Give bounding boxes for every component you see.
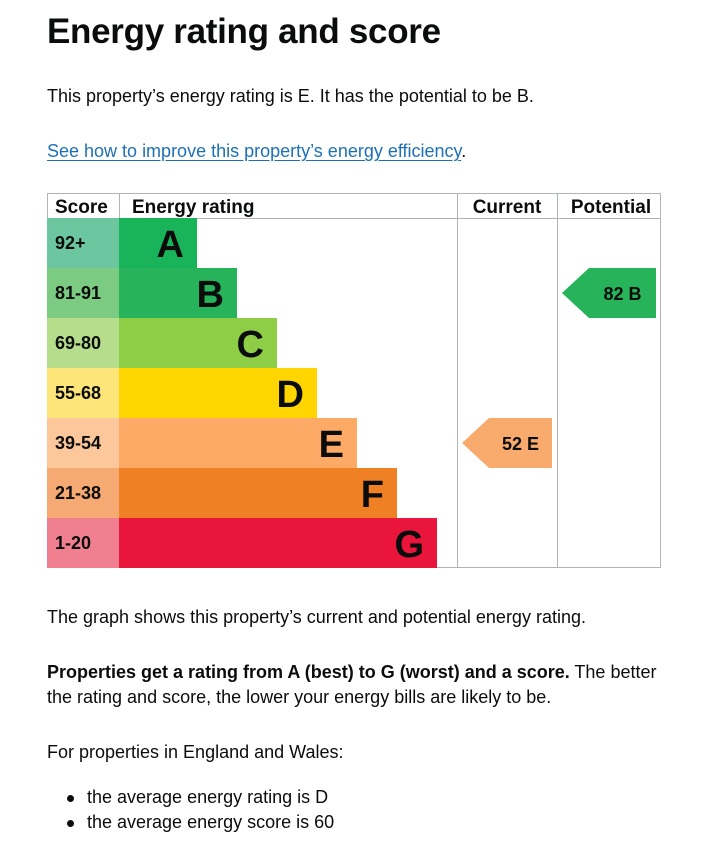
rating-bar-d — [119, 368, 317, 418]
score-column-header: Score — [55, 197, 108, 218]
rating-arrows: 52 E 82 B — [462, 268, 656, 468]
current-rating-label: 52 E — [502, 434, 539, 454]
rating-bar-f — [119, 468, 397, 518]
rating-bar-g — [119, 518, 437, 568]
score-cell-d — [47, 368, 119, 418]
rating-letter-c: C — [237, 324, 264, 366]
rating-bar-e — [119, 418, 357, 468]
improve-energy-efficiency-link[interactable]: See how to improve this property’s energ… — [47, 141, 462, 161]
current-rating-arrow — [462, 418, 552, 468]
score-range-a: 92+ — [55, 233, 86, 253]
score-range-b: 81-91 — [55, 283, 101, 303]
rating-explanation: Properties get a rating from A (best) to… — [47, 660, 677, 710]
potential-rating-label: 82 B — [603, 284, 641, 304]
potential-column-header: Potential — [571, 197, 651, 218]
graph-caption: The graph shows this property’s current … — [47, 607, 586, 627]
page-title: Energy rating and score — [47, 12, 441, 51]
rating-letter-d: D — [277, 374, 304, 416]
rating-bar-b — [119, 268, 237, 318]
energy-rating-column-header: Energy rating — [132, 197, 254, 218]
rating-bands: 92+ A 81-91 B 69-80 C 55-68 D 39-54 E 21-38 F 1-20 G — [47, 218, 437, 568]
current-column-header: Current — [473, 197, 542, 218]
average-rating-item: the average energy rating is D — [47, 785, 334, 810]
potential-rating-arrow — [562, 268, 656, 318]
rating-letter-b: B — [197, 274, 224, 316]
score-cell-g — [47, 518, 119, 568]
score-cell-b — [47, 268, 119, 318]
score-cell-f — [47, 468, 119, 518]
energy-rating-chart: 92+ A81-91 B69-80 C55-68 D39-54 E21-38 F1-20 G … — [47, 193, 661, 568]
rating-letter-f: F — [361, 474, 384, 516]
score-range-f: 21-38 — [55, 483, 101, 503]
score-cell-c — [47, 318, 119, 368]
score-range-c: 69-80 — [55, 333, 101, 353]
score-range-d: 55-68 — [55, 383, 101, 403]
average-score-item: the average energy score is 60 — [47, 810, 334, 835]
score-range-e: 39-54 — [55, 433, 101, 453]
england-wales-heading: For properties in England and Wales: — [47, 742, 344, 762]
rating-bar-c — [119, 318, 277, 368]
score-cell-e — [47, 418, 119, 468]
improve-link-paragraph: See how to improve this property’s energ… — [47, 139, 677, 164]
score-cell-a — [47, 218, 119, 268]
averages-list: the average energy rating is D the avera… — [47, 785, 334, 835]
rating-summary: This property’s energy rating is E. It h… — [47, 86, 534, 106]
rating-letter-g: G — [394, 524, 424, 566]
rating-letter-a: A — [157, 224, 184, 266]
rating-explanation-bold: Properties get a rating from A (best) to… — [47, 662, 570, 682]
score-range-g: 1-20 — [55, 533, 91, 553]
rating-bar-a — [119, 218, 197, 268]
rating-letter-e: E — [319, 424, 344, 466]
rating-explanation-rest: The better the rating and score, the low… — [47, 662, 657, 707]
link-suffix: . — [461, 141, 467, 161]
